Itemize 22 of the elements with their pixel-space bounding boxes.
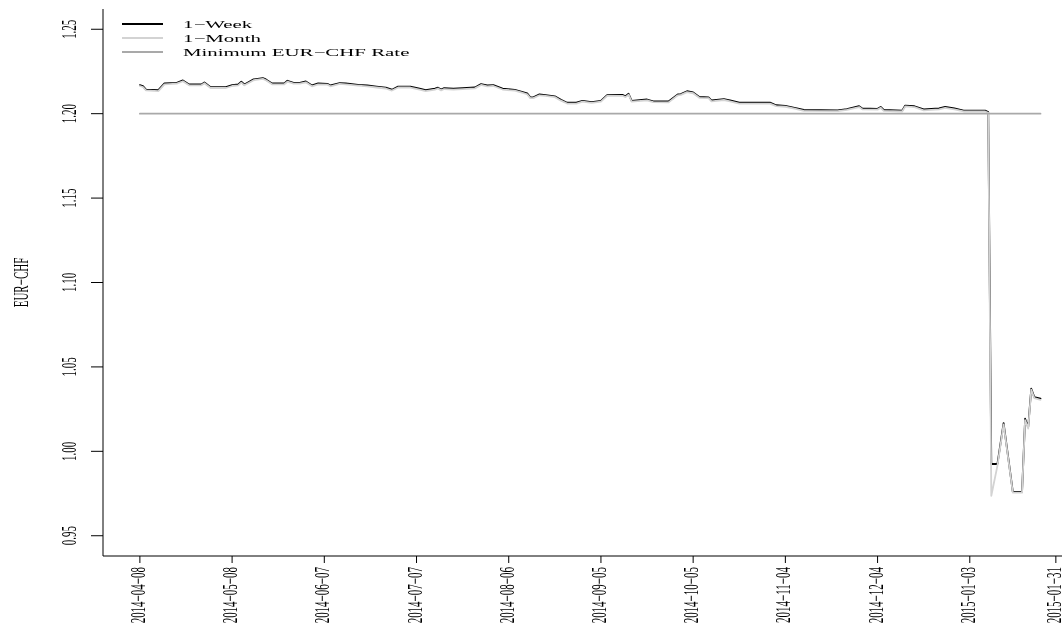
y-tick-label: 1.00: [57, 441, 82, 461]
x-tick-label: 2014−11−04: [771, 566, 796, 623]
x-tick-label: 2014−08−06: [494, 567, 519, 624]
x-tick-label: 2014−10−05: [679, 567, 704, 624]
x-tick-label: 2014−09−05: [587, 567, 611, 624]
y-tick-label: 0.95: [57, 526, 82, 546]
y-axis-title: EUR−CHF: [9, 257, 34, 308]
x-tick-label: 2014−07−07: [402, 567, 427, 624]
y-tick-label: 1.15: [57, 188, 82, 208]
legend-label: 1−Week: [183, 18, 254, 31]
x-tick-label: 2014−06−07: [310, 567, 335, 624]
x-tick-label: 2014−05−08: [218, 567, 243, 624]
y-tick-label: 1.10: [57, 272, 82, 293]
x-tick-label: 2015−01−31: [1042, 567, 1064, 624]
legend-label: Minimum EUR−CHF Rate: [183, 46, 410, 59]
y-tick-label: 1.05: [57, 357, 82, 377]
y-tick-label: 1.25: [57, 19, 82, 39]
x-tick-label: 2014−12−04: [863, 566, 888, 624]
x-tick-label: 2014−04−08: [126, 567, 150, 624]
legend-label: 1−Month: [183, 32, 262, 45]
y-tick-label: 1.20: [57, 104, 82, 124]
x-tick-label: 2015−01−03: [956, 567, 980, 624]
